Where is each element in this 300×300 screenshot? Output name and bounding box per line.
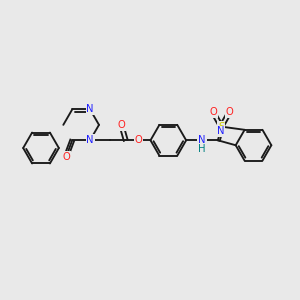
Text: O: O [209,107,217,117]
Text: S: S [218,122,225,132]
Text: H: H [198,144,206,154]
Text: N: N [217,127,224,136]
Text: O: O [118,120,126,130]
Text: O: O [135,135,142,145]
Text: N: N [86,104,94,114]
Text: O: O [225,107,233,117]
Text: O: O [62,152,70,162]
Text: N: N [198,135,206,145]
Text: N: N [86,135,94,145]
